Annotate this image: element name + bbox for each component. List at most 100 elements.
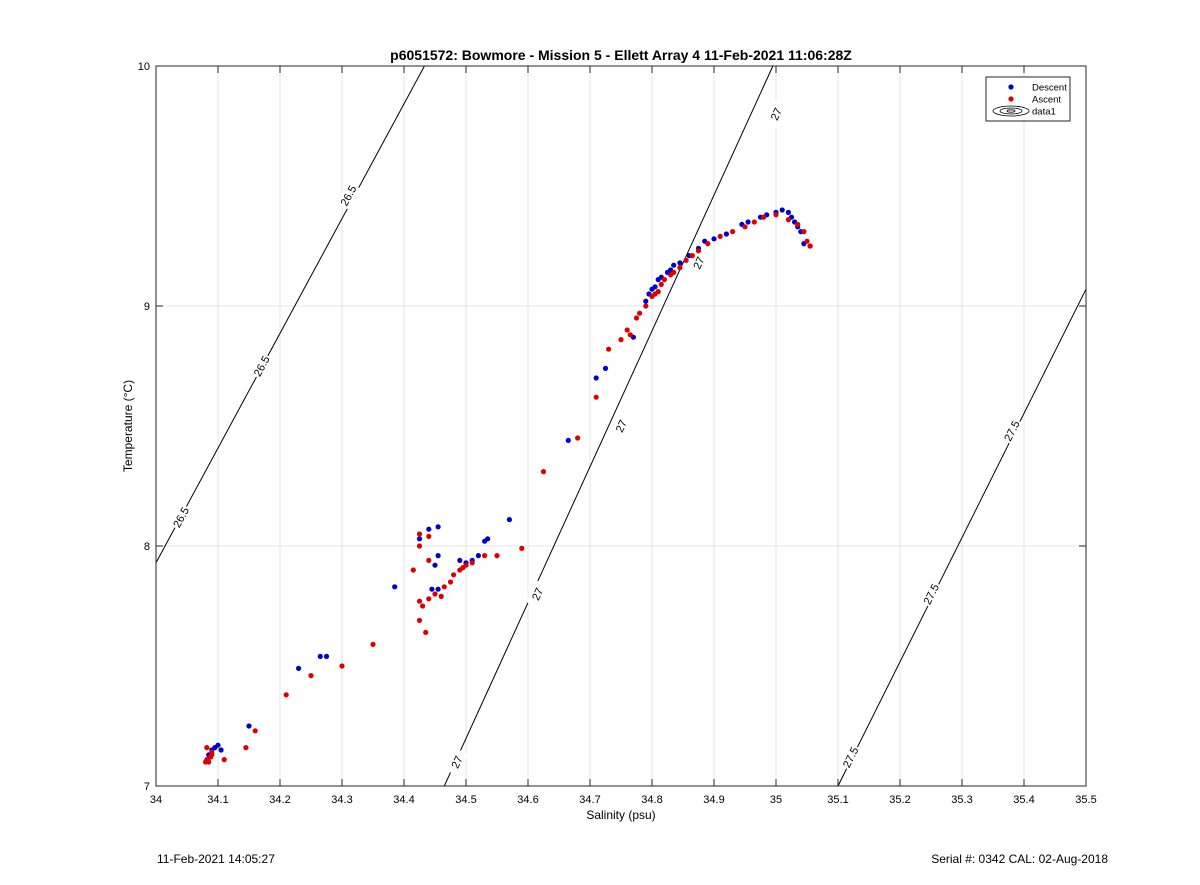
contour-label: 27 xyxy=(614,418,630,434)
data-point xyxy=(370,641,376,648)
data-point xyxy=(426,557,432,564)
x-tick-label: 35.5 xyxy=(1075,794,1096,806)
data-point xyxy=(429,586,435,592)
data-point xyxy=(785,217,792,223)
data-point xyxy=(606,346,612,352)
x-tick-label: 34.2 xyxy=(269,794,290,806)
legend-contour-icon xyxy=(999,107,1023,115)
data-point xyxy=(392,584,398,590)
x-tick-label: 35.3 xyxy=(951,794,972,806)
data-point xyxy=(283,692,289,698)
data-point xyxy=(209,749,215,756)
x-tick-label: 35.2 xyxy=(889,794,910,806)
data-point xyxy=(658,281,664,287)
data-point xyxy=(773,212,779,218)
data-point xyxy=(540,469,547,475)
data-point xyxy=(643,298,649,304)
chart-title: p6051572: Bowmore - Mission 5 - Ellett A… xyxy=(390,47,852,63)
data-point xyxy=(643,303,649,309)
data-point xyxy=(485,536,491,542)
data-point xyxy=(410,567,416,573)
x-tick-label: 35.1 xyxy=(827,794,848,806)
data-point xyxy=(416,531,423,537)
series-ascent xyxy=(203,212,813,765)
data-point xyxy=(317,653,323,660)
axis-ticks: 34 34.1 34.2 34.3 34.4 34.5 34.6 34.7 34.8 34.9 35… xyxy=(138,61,1097,806)
data-point xyxy=(435,553,441,559)
data-point xyxy=(801,229,807,235)
data-point xyxy=(457,557,463,564)
data-point xyxy=(689,253,695,259)
data-point xyxy=(221,757,227,763)
data-point xyxy=(655,289,661,295)
contour-label: 27 xyxy=(450,754,466,770)
data-point xyxy=(637,310,643,316)
x-tick-label: 34.5 xyxy=(455,794,476,806)
data-point xyxy=(432,591,438,597)
x-tick-label: 35 xyxy=(770,794,782,806)
data-point xyxy=(475,553,481,559)
data-point xyxy=(627,332,633,338)
data-point xyxy=(218,747,224,753)
contour-label: 27 xyxy=(530,586,546,602)
data-point xyxy=(711,236,717,242)
data-point xyxy=(432,562,438,568)
y-axis-label: Temperature (°C) xyxy=(121,380,135,472)
data-point xyxy=(426,596,432,602)
y-tick-label: 10 xyxy=(138,61,150,73)
data-point xyxy=(323,653,330,660)
legend-entry: Descent xyxy=(1032,83,1067,94)
data-point xyxy=(447,579,454,585)
data-point xyxy=(804,238,810,244)
data-point xyxy=(593,394,599,400)
data-point xyxy=(438,593,444,600)
data-point xyxy=(695,248,702,254)
data-point xyxy=(252,728,258,734)
data-point xyxy=(671,262,677,268)
data-point xyxy=(519,545,525,552)
data-point xyxy=(565,437,571,443)
density-contour-line xyxy=(155,65,425,564)
contour-label-bg xyxy=(764,100,788,128)
x-tick-label: 34.3 xyxy=(331,794,352,806)
data-point xyxy=(785,209,792,215)
data-point xyxy=(671,269,677,275)
legend-entry: Ascent xyxy=(1032,95,1061,106)
contour-label: 27 xyxy=(691,255,707,271)
data-point xyxy=(705,241,711,247)
data-point xyxy=(246,723,252,729)
density-contour-line xyxy=(443,65,774,787)
data-point xyxy=(633,315,640,321)
data-point xyxy=(243,745,249,751)
data-point xyxy=(426,526,432,532)
contour-label-bg xyxy=(609,412,633,440)
data-point xyxy=(795,221,801,227)
data-point xyxy=(296,665,302,672)
x-tick-label: 34 xyxy=(150,794,162,806)
data-point xyxy=(494,553,500,559)
contour-label: 27 xyxy=(769,106,785,122)
x-tick-label: 34.4 xyxy=(393,794,414,806)
data-point xyxy=(451,572,457,578)
data-point xyxy=(423,629,429,636)
data-point xyxy=(506,517,512,523)
data-point xyxy=(416,598,423,604)
contour-label-bg xyxy=(919,580,943,608)
data-point xyxy=(575,435,581,441)
data-point xyxy=(761,214,767,220)
series-descent xyxy=(206,207,813,758)
legend-entry: data1 xyxy=(1032,107,1056,118)
data-point xyxy=(215,742,221,748)
data-point xyxy=(469,560,475,566)
footer-serial-calibration: Serial #: 0342 CAL: 02-Aug-2018 xyxy=(931,852,1108,866)
data-point xyxy=(593,375,599,381)
data-point xyxy=(677,265,683,271)
legend-contour-icon xyxy=(1006,109,1016,113)
data-point xyxy=(435,524,441,530)
contour-label-bg xyxy=(249,352,274,380)
x-tick-label: 35.4 xyxy=(1013,794,1034,806)
data-point xyxy=(416,617,423,624)
x-tick-label: 34.6 xyxy=(517,794,538,806)
